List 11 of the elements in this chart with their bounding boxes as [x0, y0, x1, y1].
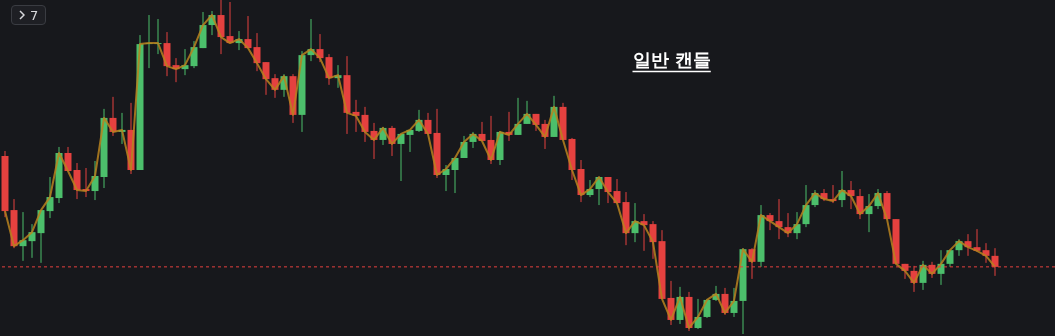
annotation: 7	[30, 7, 39, 23]
text: 일반 캔들	[632, 48, 711, 70]
candlestick	[604, 176, 612, 204]
candlestick	[91, 160, 99, 201]
candlestick	[649, 220, 657, 260]
candlestick	[37, 209, 45, 264]
candlestick	[217, 0, 225, 55]
candlestick	[199, 11, 207, 49]
candlestick	[190, 40, 198, 69]
candlestick	[163, 31, 171, 77]
candlestick	[64, 146, 72, 172]
